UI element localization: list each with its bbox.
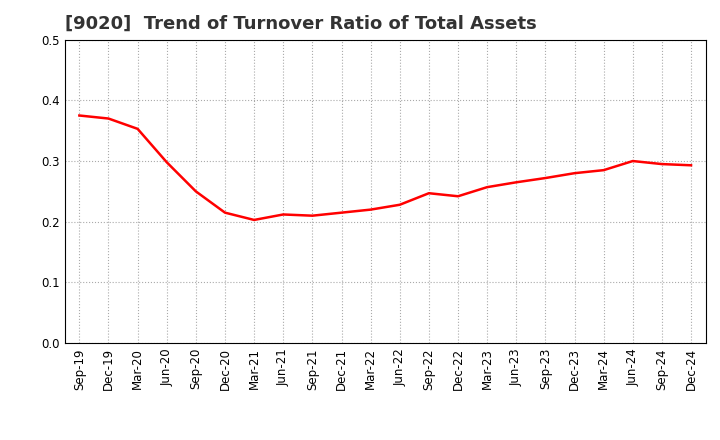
Text: [9020]  Trend of Turnover Ratio of Total Assets: [9020] Trend of Turnover Ratio of Total … bbox=[65, 15, 536, 33]
